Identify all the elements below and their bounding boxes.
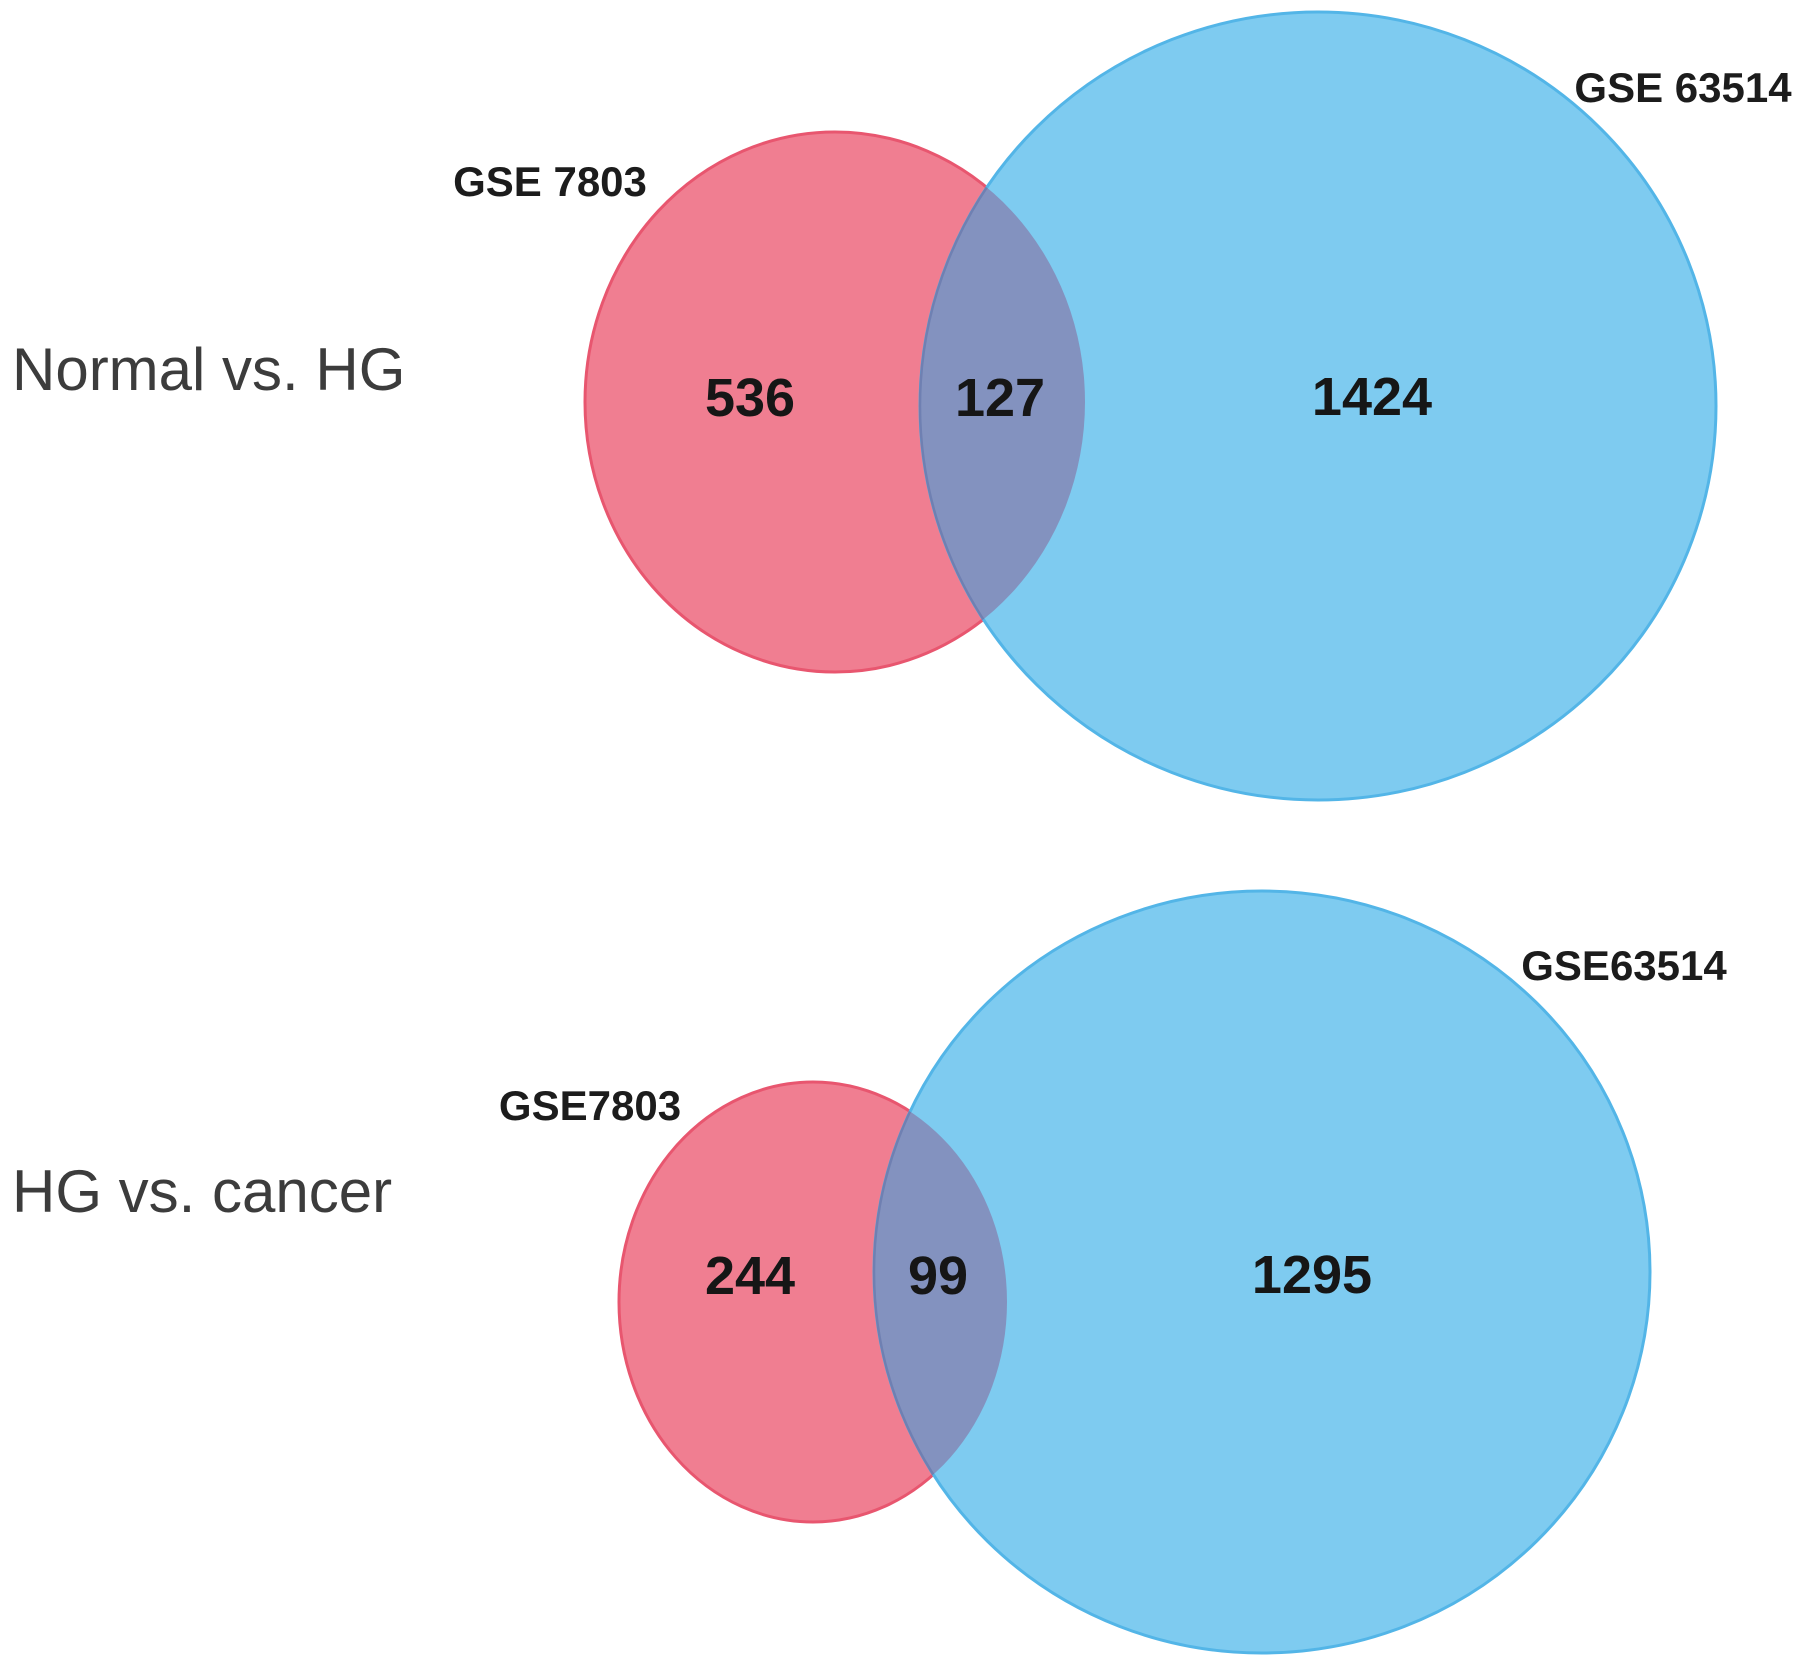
count-gse7803-unique-bottom: 244 xyxy=(705,1246,795,1306)
set-label-gse63514-top: GSE 63514 xyxy=(1574,64,1792,111)
set-label-gse63514-bottom: GSE63514 xyxy=(1521,942,1727,989)
set-label-gse7803-top: GSE 7803 xyxy=(453,158,647,205)
set-label-gse7803-bottom: GSE7803 xyxy=(499,1082,681,1129)
count-gse7803-unique-top: 536 xyxy=(705,368,795,428)
overlap-region-top xyxy=(918,132,1085,672)
venn-panel-normal-vs-hg: Normal vs. HG GSE 7803 GSE 63514 536 127… xyxy=(12,10,1792,802)
count-gse63514-unique-bottom: 1295 xyxy=(1252,1245,1372,1305)
count-overlap-top: 127 xyxy=(955,368,1045,428)
overlap-region-bottom xyxy=(872,1082,1007,1522)
count-gse63514-unique-top: 1424 xyxy=(1312,367,1432,427)
row-title-hg-vs-cancer: HG vs. cancer xyxy=(12,1158,392,1225)
count-overlap-bottom: 99 xyxy=(908,1246,968,1306)
venn-panel-hg-vs-cancer: HG vs. cancer GSE7803 GSE63514 244 99 12… xyxy=(12,889,1727,1655)
row-title-normal-vs-hg: Normal vs. HG xyxy=(12,336,405,403)
